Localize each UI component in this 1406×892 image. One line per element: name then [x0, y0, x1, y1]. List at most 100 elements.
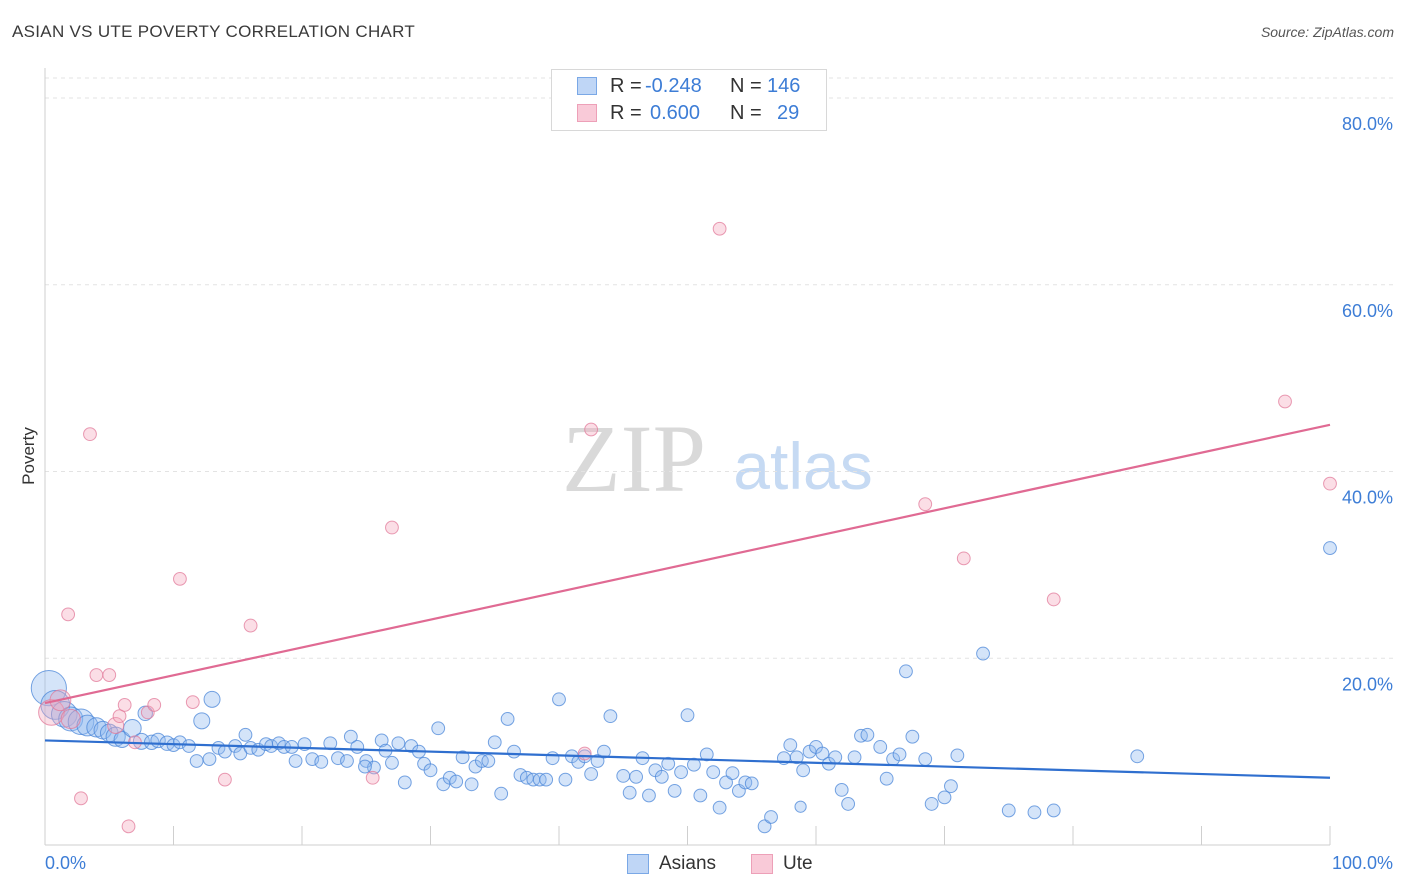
point-asians: [552, 692, 566, 707]
point-asians: [879, 771, 894, 786]
x-tick-label-max: 100.0%: [1332, 853, 1393, 873]
point-asians: [350, 740, 365, 754]
point-asians: [374, 733, 389, 748]
point-asians: [1323, 541, 1337, 555]
point-asians: [616, 769, 631, 783]
point-asians: [404, 739, 419, 753]
point-asians: [764, 810, 778, 824]
legend-label-ute: Ute: [783, 853, 813, 874]
point-asians: [924, 797, 939, 811]
point-ute: [1046, 592, 1061, 607]
point-asians: [481, 754, 496, 768]
point-ute: [918, 497, 933, 512]
point-asians: [622, 785, 637, 800]
point-asians: [314, 754, 329, 769]
point-asians: [918, 752, 933, 766]
point-ute: [102, 668, 117, 682]
point-asians: [487, 735, 502, 750]
point-asians: [597, 744, 611, 759]
point-asians: [584, 767, 599, 781]
point-asians: [500, 712, 515, 726]
y-tick-label: 80.0%: [1342, 114, 1393, 134]
point-ute: [385, 520, 399, 535]
point-asians: [397, 775, 412, 790]
legend-label-asians: Asians: [659, 853, 717, 874]
point-ute: [243, 618, 258, 633]
point-asians: [892, 747, 907, 762]
point-asians: [744, 776, 759, 791]
trend-line-ute: [44, 423, 1331, 705]
legend-n-label: N =: [730, 102, 762, 124]
point-asians: [189, 754, 204, 768]
series-legend: Asians Ute: [0, 852, 1406, 878]
legend-n-value: 29: [777, 102, 800, 124]
point-asians: [288, 754, 303, 768]
point-asians: [238, 727, 253, 742]
y-tick-label: 20.0%: [1342, 674, 1393, 694]
point-asians: [385, 755, 399, 770]
point-asians: [937, 790, 952, 805]
legend-r-label: R =: [610, 102, 642, 124]
point-ute: [147, 698, 162, 712]
point-ute: [712, 221, 727, 236]
data-points: [30, 221, 1337, 834]
point-ute: [173, 571, 187, 586]
point-ute: [1278, 394, 1292, 409]
point-asians: [1027, 805, 1042, 820]
point-ute: [117, 698, 132, 712]
point-asians: [699, 747, 714, 762]
point-asians: [431, 721, 446, 736]
watermark: ZIP atlas: [562, 405, 873, 512]
point-ute: [112, 709, 127, 724]
point-asians: [712, 800, 727, 815]
point-asians: [391, 736, 406, 751]
point-asians: [674, 765, 688, 780]
legend-r-label: R =: [610, 75, 642, 97]
point-asians: [358, 759, 372, 774]
point-asians: [661, 756, 676, 771]
point-asians: [331, 751, 345, 766]
legend-swatch-ute: [751, 854, 773, 874]
series-ute: [38, 221, 1337, 834]
legend-swatch-asians: [627, 854, 649, 874]
legend-swatch-asians: [577, 77, 597, 95]
point-ute: [89, 668, 104, 682]
point-asians: [719, 775, 733, 790]
point-ute: [185, 695, 200, 710]
point-ute: [218, 772, 232, 787]
point-ute: [121, 819, 136, 834]
y-tick-label: 60.0%: [1342, 301, 1393, 321]
tick-labels: 20.0% 40.0% 60.0% 80.0% 0.0% 100.0%: [45, 114, 1393, 873]
point-asians: [340, 754, 354, 768]
point-asians: [193, 712, 211, 730]
trend-line-asians: [44, 739, 1331, 779]
point-asians: [545, 751, 560, 766]
point-asians: [654, 769, 669, 784]
point-ute: [365, 770, 380, 785]
point-asians: [789, 750, 804, 765]
watermark-atlas: atlas: [733, 429, 872, 503]
point-asians: [494, 786, 509, 801]
point-asians: [680, 708, 695, 723]
point-asians: [539, 772, 554, 787]
point-asians: [590, 754, 605, 768]
point-asians: [603, 709, 618, 724]
point-asians: [30, 670, 67, 707]
point-asians: [442, 770, 457, 785]
chart-title: ASIAN VS UTE POVERTY CORRELATION CHART: [12, 22, 416, 41]
point-asians: [794, 800, 807, 813]
point-ute: [60, 708, 81, 730]
point-asians: [1130, 749, 1145, 764]
point-asians: [873, 740, 888, 754]
legend-row-asians: R = -0.248 N = 146: [552, 74, 826, 100]
point-asians: [847, 750, 862, 765]
point-asians: [202, 752, 217, 766]
point-asians: [507, 744, 521, 759]
point-asians: [841, 797, 856, 811]
point-ute: [956, 551, 971, 566]
point-asians: [464, 777, 479, 792]
point-asians: [706, 765, 721, 780]
legend-n-value: 146: [767, 75, 801, 97]
point-ute: [83, 427, 97, 442]
